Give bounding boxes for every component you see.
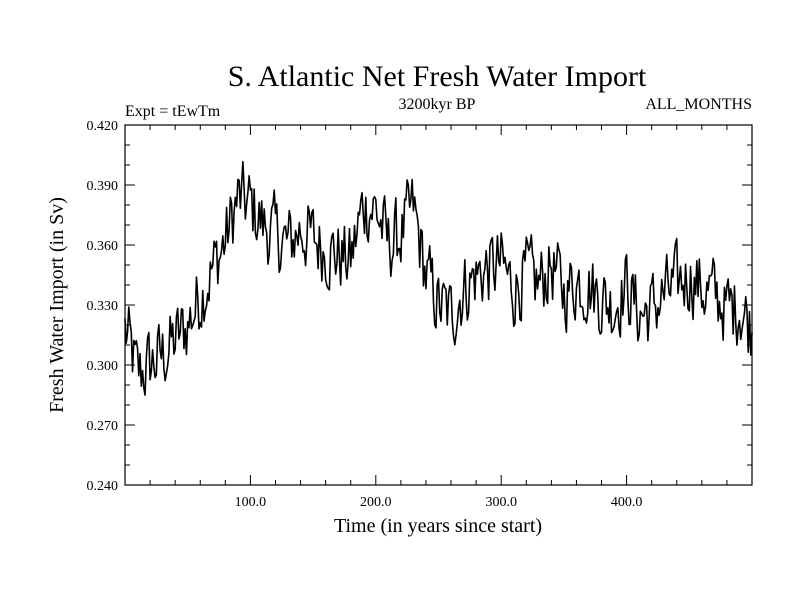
y-tick-label: 0.300 bbox=[87, 359, 119, 374]
axis-ticks bbox=[125, 124, 752, 486]
x-tick-label: 100.0 bbox=[235, 495, 267, 510]
chart-title: S. Atlantic Net Fresh Water Import bbox=[228, 60, 647, 93]
x-axis-label: Time (in years since start) bbox=[334, 515, 542, 537]
y-axis-label: Fresh Water Import (in Sv) bbox=[46, 197, 68, 413]
y-tick-label: 0.270 bbox=[87, 419, 119, 434]
series-line bbox=[124, 160, 753, 396]
x-tick-label: 400.0 bbox=[611, 495, 643, 510]
y-tick-label: 0.420 bbox=[87, 119, 119, 134]
y-tick-label: 0.360 bbox=[87, 239, 119, 254]
x-tick-label: 300.0 bbox=[485, 495, 517, 510]
x-tick-label: 200.0 bbox=[360, 495, 392, 510]
tick-labels: 100.0 200.0 300.0 400.0 0.240 0.270 0.300 0.330… bbox=[87, 119, 643, 510]
y-tick-label: 0.330 bbox=[87, 299, 119, 314]
plot-frame bbox=[124, 124, 753, 486]
y-tick-label: 0.240 bbox=[87, 479, 119, 494]
series-group bbox=[124, 160, 753, 396]
y-tick-label: 0.390 bbox=[87, 179, 119, 194]
subtitle-experiment: Expt = tEwTm bbox=[125, 103, 221, 120]
subtitle-months: ALL_MONTHS bbox=[645, 96, 752, 113]
subtitle-period: 3200kyr BP bbox=[399, 96, 476, 113]
